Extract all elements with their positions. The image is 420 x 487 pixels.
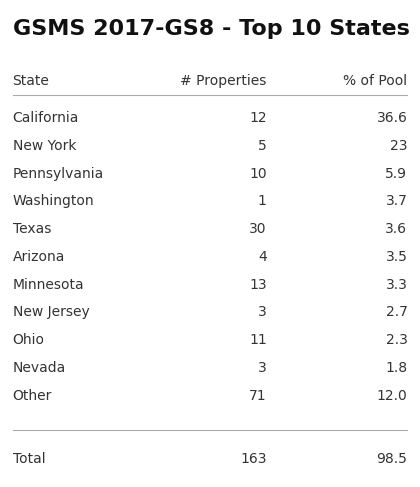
Text: 5: 5 xyxy=(258,139,267,153)
Text: 23: 23 xyxy=(390,139,407,153)
Text: Total: Total xyxy=(13,452,45,466)
Text: Washington: Washington xyxy=(13,194,94,208)
Text: Nevada: Nevada xyxy=(13,361,66,375)
Text: Pennsylvania: Pennsylvania xyxy=(13,167,104,181)
Text: Texas: Texas xyxy=(13,222,51,236)
Text: 10: 10 xyxy=(249,167,267,181)
Text: 98.5: 98.5 xyxy=(376,452,407,466)
Text: Arizona: Arizona xyxy=(13,250,65,264)
Text: Other: Other xyxy=(13,389,52,403)
Text: # Properties: # Properties xyxy=(180,74,267,88)
Text: 1: 1 xyxy=(258,194,267,208)
Text: % of Pool: % of Pool xyxy=(343,74,407,88)
Text: 163: 163 xyxy=(240,452,267,466)
Text: 3: 3 xyxy=(258,361,267,375)
Text: New Jersey: New Jersey xyxy=(13,305,89,319)
Text: 36.6: 36.6 xyxy=(376,111,407,125)
Text: State: State xyxy=(13,74,50,88)
Text: 1.8: 1.8 xyxy=(385,361,407,375)
Text: 2.3: 2.3 xyxy=(386,333,407,347)
Text: 71: 71 xyxy=(249,389,267,403)
Text: 12.0: 12.0 xyxy=(377,389,407,403)
Text: Ohio: Ohio xyxy=(13,333,45,347)
Text: New York: New York xyxy=(13,139,76,153)
Text: 4: 4 xyxy=(258,250,267,264)
Text: 13: 13 xyxy=(249,278,267,292)
Text: Minnesota: Minnesota xyxy=(13,278,84,292)
Text: 3.7: 3.7 xyxy=(386,194,407,208)
Text: 2.7: 2.7 xyxy=(386,305,407,319)
Text: 3: 3 xyxy=(258,305,267,319)
Text: 3.3: 3.3 xyxy=(386,278,407,292)
Text: 3.6: 3.6 xyxy=(386,222,407,236)
Text: 12: 12 xyxy=(249,111,267,125)
Text: California: California xyxy=(13,111,79,125)
Text: 5.9: 5.9 xyxy=(386,167,407,181)
Text: GSMS 2017-GS8 - Top 10 States: GSMS 2017-GS8 - Top 10 States xyxy=(13,19,410,39)
Text: 30: 30 xyxy=(249,222,267,236)
Text: 3.5: 3.5 xyxy=(386,250,407,264)
Text: 11: 11 xyxy=(249,333,267,347)
